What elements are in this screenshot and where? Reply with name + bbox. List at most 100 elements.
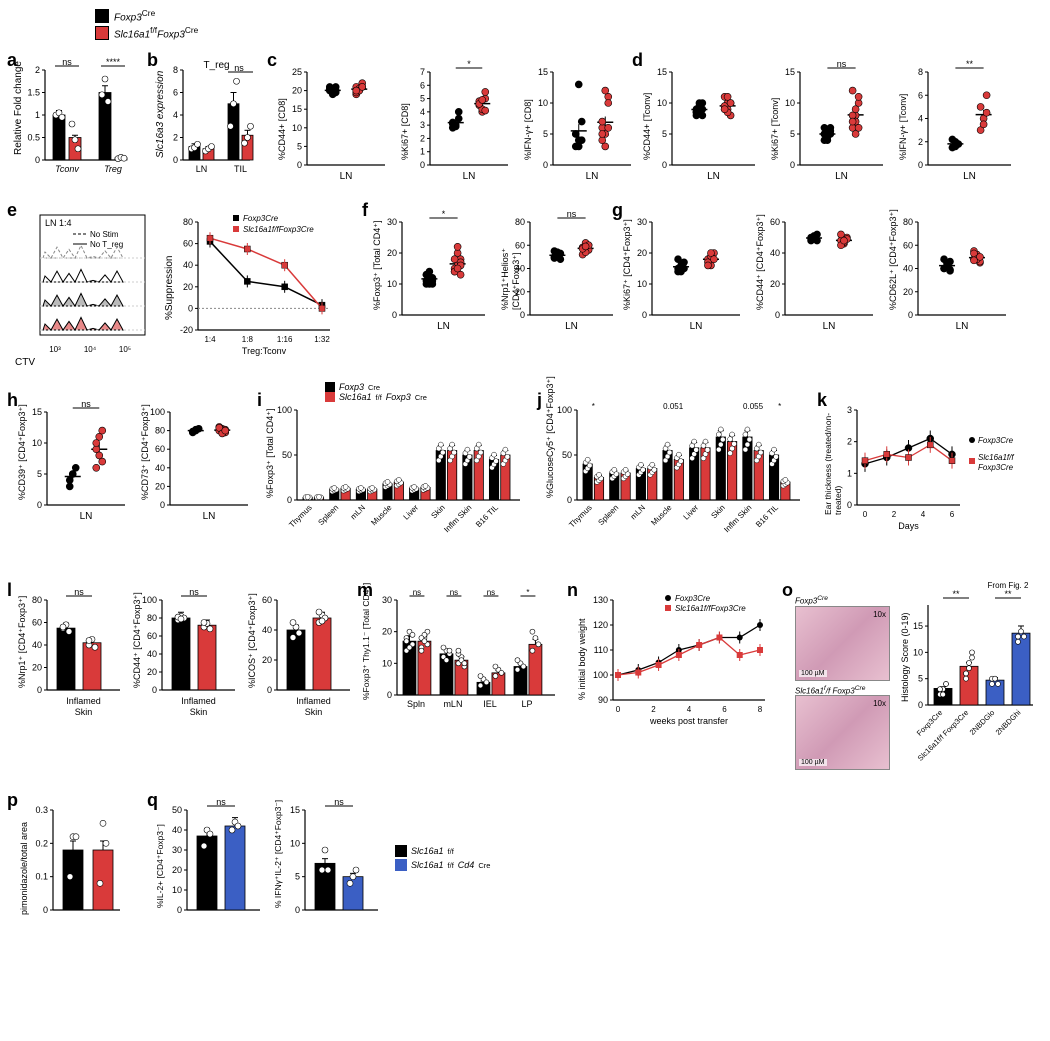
svg-text:20: 20	[32, 663, 42, 673]
svg-text:*: *	[778, 402, 781, 411]
figure-legend: Foxp3Cre Slc16a1f/fFoxp3Cre	[95, 8, 198, 41]
svg-text:2: 2	[173, 133, 178, 143]
svg-text:40: 40	[183, 260, 193, 270]
svg-text:30: 30	[172, 845, 182, 855]
svg-text:0: 0	[297, 160, 302, 170]
svg-text:60: 60	[155, 444, 165, 454]
svg-text:Slc16a1f/fFoxp3Cre: Slc16a1f/fFoxp3Cre	[675, 604, 746, 613]
svg-text:LN: LN	[565, 321, 578, 332]
svg-text:Foxp3Cre: Foxp3Cre	[243, 214, 279, 223]
svg-text:15: 15	[32, 407, 42, 417]
svg-text:TIL: TIL	[234, 164, 247, 174]
svg-text:0.3: 0.3	[35, 805, 48, 815]
svg-text:1: 1	[35, 110, 40, 120]
svg-text:6: 6	[950, 510, 955, 519]
svg-text:No T_reg: No T_reg	[90, 240, 123, 249]
svg-text:30: 30	[387, 217, 397, 227]
svg-text:Inflamed: Inflamed	[181, 696, 216, 706]
svg-text:4: 4	[918, 114, 923, 124]
svg-text:0: 0	[43, 905, 48, 915]
svg-text:40: 40	[903, 264, 913, 274]
svg-text:50: 50	[172, 805, 182, 815]
svg-text:0: 0	[863, 510, 868, 519]
svg-text:Treg:Tconv: Treg:Tconv	[242, 346, 287, 356]
svg-text:**: **	[952, 589, 960, 599]
svg-text:LN: LN	[586, 171, 599, 182]
svg-text:LN: LN	[823, 321, 836, 332]
svg-text:50: 50	[562, 450, 572, 460]
svg-text:Days: Days	[898, 521, 919, 531]
svg-text:1:16: 1:16	[277, 335, 293, 344]
svg-text:5: 5	[543, 129, 548, 139]
svg-text:8: 8	[173, 65, 178, 75]
svg-text:0: 0	[295, 905, 300, 915]
legend-item-foxp3: Foxp3Cre	[95, 8, 198, 23]
svg-text:0: 0	[567, 495, 572, 505]
svg-text:0: 0	[420, 160, 425, 170]
legend-swatch-black	[95, 9, 109, 23]
svg-text:7: 7	[420, 67, 425, 77]
svg-text:0.1: 0.1	[35, 872, 48, 882]
svg-text:Slc16a1f/fFoxp3Cre: Slc16a1f/fFoxp3Cre	[243, 225, 314, 234]
svg-text:mLN: mLN	[629, 503, 647, 521]
svg-text:Spleen: Spleen	[316, 503, 340, 527]
svg-text:110: 110	[594, 645, 608, 655]
svg-text:20: 20	[292, 86, 302, 96]
svg-text:8: 8	[918, 67, 923, 77]
svg-text:2NBDGhi: 2NBDGhi	[994, 708, 1023, 737]
svg-text:6: 6	[173, 88, 178, 98]
svg-text:0: 0	[616, 705, 621, 714]
svg-text:mLN: mLN	[349, 503, 367, 521]
svg-text:LN: LN	[463, 171, 476, 182]
svg-text:130: 130	[593, 595, 608, 605]
svg-text:LN: LN	[340, 171, 353, 182]
svg-text:ns: ns	[74, 587, 84, 597]
svg-text:Slc16a1f/f Foxp3Cre: Slc16a1f/f Foxp3Cre	[916, 708, 971, 763]
svg-text:Thymus: Thymus	[567, 503, 593, 529]
svg-text:Spleen: Spleen	[596, 503, 620, 527]
svg-text:0: 0	[188, 303, 193, 313]
svg-text:60: 60	[770, 217, 780, 227]
svg-text:60: 60	[262, 595, 272, 605]
svg-text:*: *	[467, 59, 471, 69]
svg-text:Skin: Skin	[75, 707, 93, 717]
svg-text:2: 2	[892, 510, 897, 519]
svg-text:0: 0	[392, 310, 397, 320]
svg-text:60: 60	[147, 631, 157, 641]
svg-text:40: 40	[262, 625, 272, 635]
svg-text:4: 4	[420, 107, 425, 117]
svg-text:15: 15	[785, 67, 795, 77]
svg-text:40: 40	[172, 825, 182, 835]
svg-text:5: 5	[297, 141, 302, 151]
svg-text:8: 8	[758, 705, 763, 714]
svg-text:*: *	[592, 402, 595, 411]
svg-text:80: 80	[155, 426, 165, 436]
svg-text:5: 5	[662, 129, 667, 139]
svg-text:Skin: Skin	[190, 707, 208, 717]
svg-text:6: 6	[722, 705, 727, 714]
svg-text:ns: ns	[216, 797, 226, 807]
svg-text:20: 20	[147, 667, 157, 677]
svg-text:LN: LN	[690, 321, 703, 332]
svg-text:LN: LN	[203, 511, 216, 522]
svg-text:1:4: 1:4	[204, 335, 216, 344]
svg-text:ns: ns	[234, 63, 244, 73]
svg-text:0: 0	[267, 685, 272, 695]
svg-text:Skin: Skin	[429, 503, 446, 520]
svg-text:20: 20	[770, 279, 780, 289]
svg-text:LN: LN	[956, 321, 969, 332]
svg-text:0: 0	[642, 310, 647, 320]
svg-text:Skin: Skin	[305, 707, 323, 717]
svg-text:15: 15	[290, 805, 300, 815]
svg-text:20: 20	[172, 865, 182, 875]
svg-text:0: 0	[177, 905, 182, 915]
svg-text:mLN: mLN	[443, 699, 462, 709]
svg-text:10: 10	[172, 885, 182, 895]
svg-text:2: 2	[651, 705, 656, 714]
svg-text:B16 TIL: B16 TIL	[754, 503, 780, 529]
svg-text:LN: LN	[835, 171, 848, 182]
svg-text:0: 0	[160, 500, 165, 510]
svg-text:Inflm Skin: Inflm Skin	[722, 503, 753, 534]
svg-text:ns: ns	[334, 797, 344, 807]
svg-text:10: 10	[290, 838, 300, 848]
